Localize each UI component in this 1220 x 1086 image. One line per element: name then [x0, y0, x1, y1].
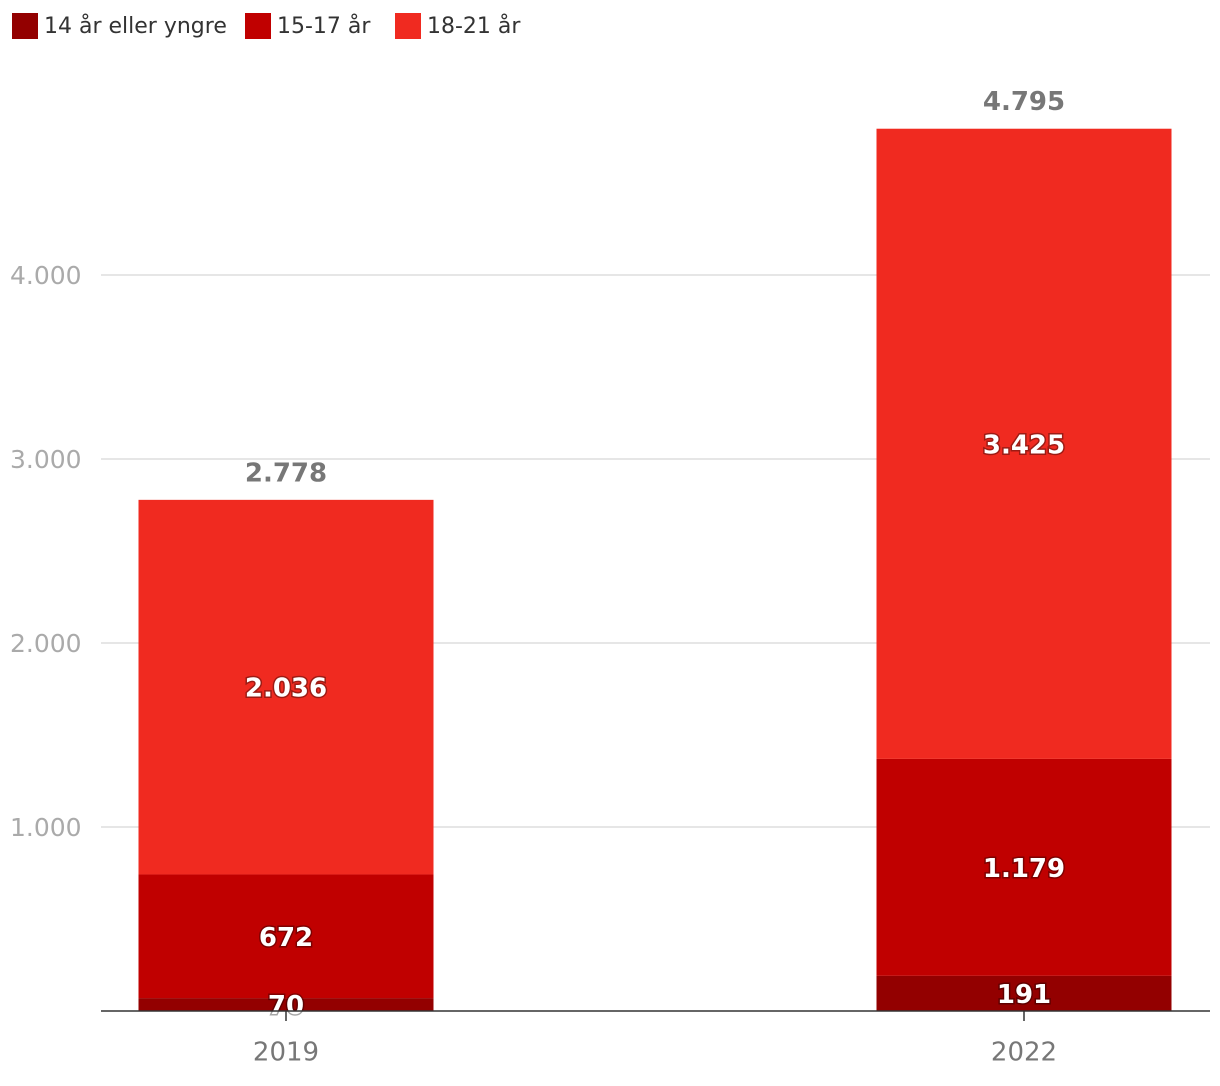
total-label: 4.795 [983, 87, 1065, 117]
value-label: 1.179 [983, 854, 1065, 884]
legend-label: 15-17 år [277, 13, 371, 39]
bar-segment [876, 975, 1172, 1011]
x-tick-label: 2019 [253, 1038, 319, 1068]
y-tick-label: 1.000 [10, 813, 82, 842]
value-label: 3.425 [983, 430, 1065, 460]
y-tick-label: 3.000 [10, 445, 82, 474]
bar-segment [138, 499, 434, 875]
bar-segment [876, 758, 1172, 976]
value-label: 672 [259, 923, 313, 953]
value-label: 2.036 [245, 674, 327, 704]
x-tick-label: 2022 [991, 1038, 1057, 1068]
legend-swatch [12, 13, 38, 39]
y-tick-label: 4.000 [10, 261, 82, 290]
total-label: 2.778 [245, 458, 327, 488]
bar-segment [138, 874, 434, 999]
value-label: 191 [997, 980, 1051, 1010]
legend-swatch [395, 13, 421, 39]
legend-swatch [245, 13, 271, 39]
legend-label: 18-21 år [427, 13, 521, 39]
legend-label: 14 år eller yngre [44, 13, 227, 39]
bar-segment [138, 998, 434, 1011]
y-tick-label: 2.000 [10, 629, 82, 658]
bar-segment [876, 128, 1172, 759]
